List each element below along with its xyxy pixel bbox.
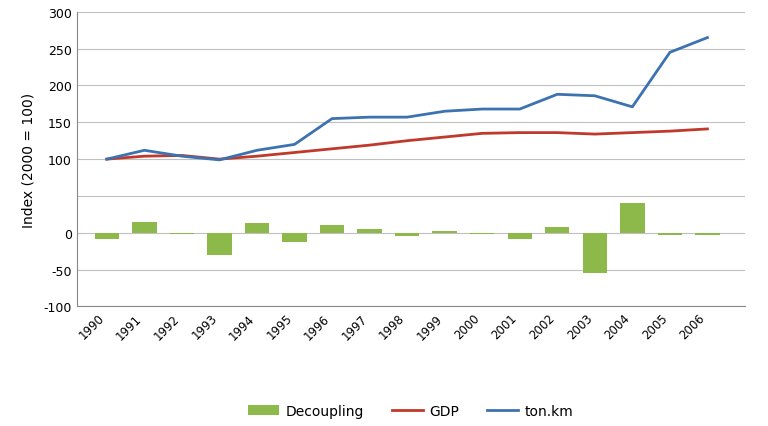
- Bar: [245, 224, 269, 233]
- ton.km: [553, 92, 562, 98]
- Bar: [657, 233, 682, 236]
- Bar: [695, 233, 720, 236]
- GDP: [253, 154, 262, 159]
- Line: ton.km: ton.km: [107, 38, 707, 161]
- Bar: [94, 233, 119, 239]
- GDP: [590, 132, 599, 137]
- GDP: [327, 147, 336, 152]
- ton.km: [102, 157, 111, 162]
- Bar: [319, 226, 344, 233]
- ton.km: [665, 51, 674, 56]
- GDP: [515, 131, 525, 136]
- ton.km: [140, 148, 149, 153]
- Bar: [132, 223, 157, 233]
- Bar: [470, 233, 495, 235]
- ton.km: [590, 94, 599, 99]
- GDP: [703, 127, 712, 132]
- GDP: [140, 154, 149, 159]
- Bar: [508, 233, 532, 240]
- Bar: [357, 230, 382, 233]
- ton.km: [627, 105, 637, 110]
- ton.km: [402, 115, 412, 121]
- Legend: Decoupling, GDP, ton.km: Decoupling, GDP, ton.km: [243, 398, 579, 423]
- GDP: [365, 143, 374, 148]
- ton.km: [177, 154, 187, 159]
- Bar: [207, 233, 232, 255]
- ton.km: [253, 148, 262, 153]
- ton.km: [365, 115, 374, 121]
- Bar: [432, 232, 457, 233]
- Y-axis label: Index (2000 = 100): Index (2000 = 100): [22, 92, 35, 227]
- GDP: [440, 135, 449, 140]
- GDP: [665, 129, 674, 134]
- Line: GDP: GDP: [107, 130, 707, 160]
- GDP: [290, 150, 299, 155]
- ton.km: [440, 109, 449, 115]
- ton.km: [290, 142, 299, 147]
- GDP: [553, 131, 562, 136]
- Bar: [620, 204, 644, 233]
- ton.km: [703, 36, 712, 41]
- ton.km: [515, 107, 525, 112]
- Bar: [283, 233, 306, 242]
- GDP: [102, 157, 111, 162]
- Bar: [395, 233, 419, 236]
- ton.km: [215, 158, 224, 163]
- GDP: [402, 139, 412, 144]
- ton.km: [327, 117, 336, 122]
- Bar: [545, 227, 570, 233]
- Bar: [170, 233, 194, 235]
- ton.km: [478, 107, 487, 112]
- GDP: [215, 157, 224, 162]
- Bar: [583, 233, 607, 273]
- GDP: [478, 132, 487, 137]
- GDP: [627, 131, 637, 136]
- GDP: [177, 153, 187, 158]
